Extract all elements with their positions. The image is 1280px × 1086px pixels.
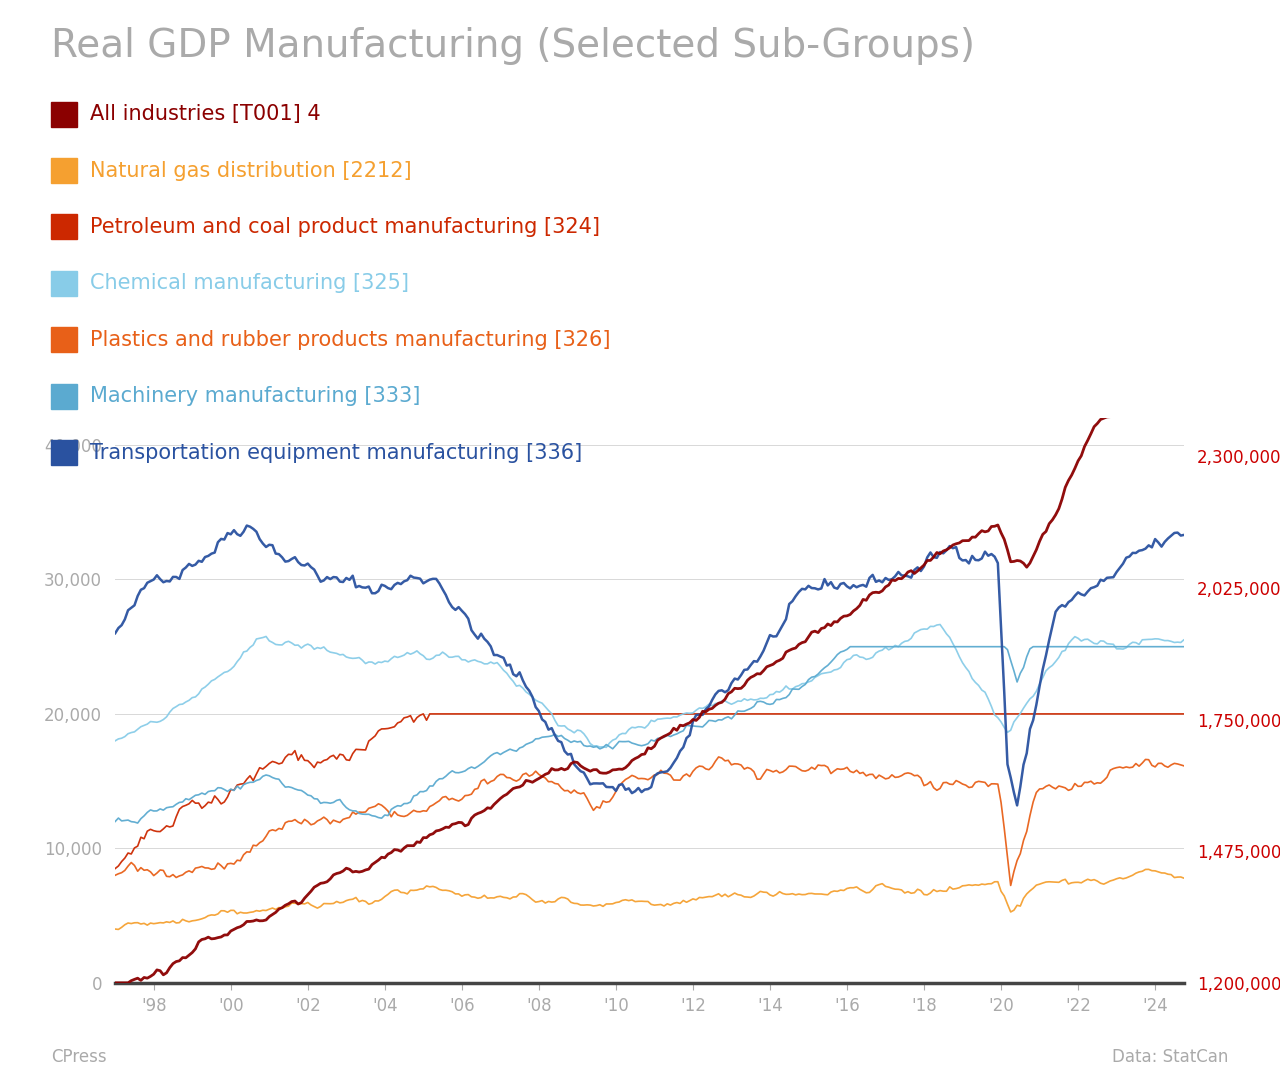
Text: Natural gas distribution [2212]: Natural gas distribution [2212] — [90, 161, 411, 180]
Text: Machinery manufacturing [333]: Machinery manufacturing [333] — [90, 387, 420, 406]
Text: CPress: CPress — [51, 1048, 106, 1066]
Text: Petroleum and coal product manufacturing [324]: Petroleum and coal product manufacturing… — [90, 217, 599, 237]
Text: Plastics and rubber products manufacturing [326]: Plastics and rubber products manufacturi… — [90, 330, 611, 350]
Text: Data: StatCan: Data: StatCan — [1112, 1048, 1229, 1066]
Text: Chemical manufacturing [325]: Chemical manufacturing [325] — [90, 274, 408, 293]
Text: Real GDP Manufacturing (Selected Sub-Groups): Real GDP Manufacturing (Selected Sub-Gro… — [51, 27, 975, 65]
Text: Transportation equipment manufacturing [336]: Transportation equipment manufacturing [… — [90, 443, 582, 463]
Text: All industries [T001] 4: All industries [T001] 4 — [90, 104, 320, 124]
